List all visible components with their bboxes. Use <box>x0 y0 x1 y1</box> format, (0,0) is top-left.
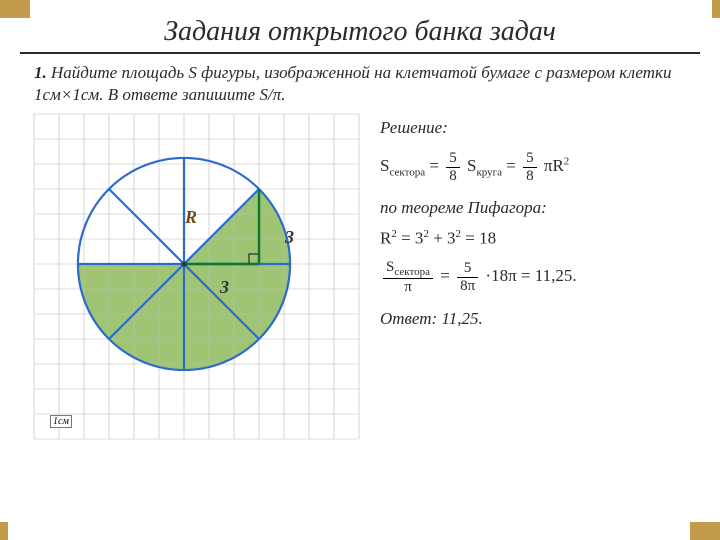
accent-bottom-left <box>0 522 8 540</box>
answer-label: Ответ: <box>380 309 437 328</box>
problem-text: Найдите площадь S фигуры, изображенной н… <box>34 63 671 104</box>
answer-line: Ответ: 11,25. <box>380 309 700 329</box>
figure-area: R 3 3 1см <box>20 112 360 447</box>
label-radius-r: R <box>185 207 197 228</box>
accent-top-left <box>0 0 30 18</box>
label-dim-horizontal: 3 <box>220 277 229 298</box>
problem-number: 1. <box>34 63 47 82</box>
problem-statement: 1. Найдите площадь S фигуры, изображенно… <box>0 54 720 112</box>
solution-heading: Решение: <box>380 118 700 138</box>
accent-bottom-right <box>690 522 720 540</box>
accent-top-right <box>712 0 720 18</box>
formula-sector-area: Sсектора = 58 Sкруга = 58 πR2 <box>380 150 700 184</box>
solution-area: Решение: Sсектора = 58 Sкруга = 58 πR2 п… <box>380 112 700 447</box>
answer-value: 11,25. <box>441 309 482 328</box>
scale-label: 1см <box>50 415 72 428</box>
geometry-diagram <box>20 112 360 442</box>
formula-final: Sсектора π = 58π ·18π = 11,25. <box>380 259 700 296</box>
page-title: Задания открытого банка задач <box>20 0 700 54</box>
label-dim-vertical: 3 <box>285 227 294 248</box>
pythagoras-text: по теореме Пифагора: <box>380 198 700 218</box>
formula-r-squared: R2 = 32 + 32 = 18 <box>380 228 700 249</box>
